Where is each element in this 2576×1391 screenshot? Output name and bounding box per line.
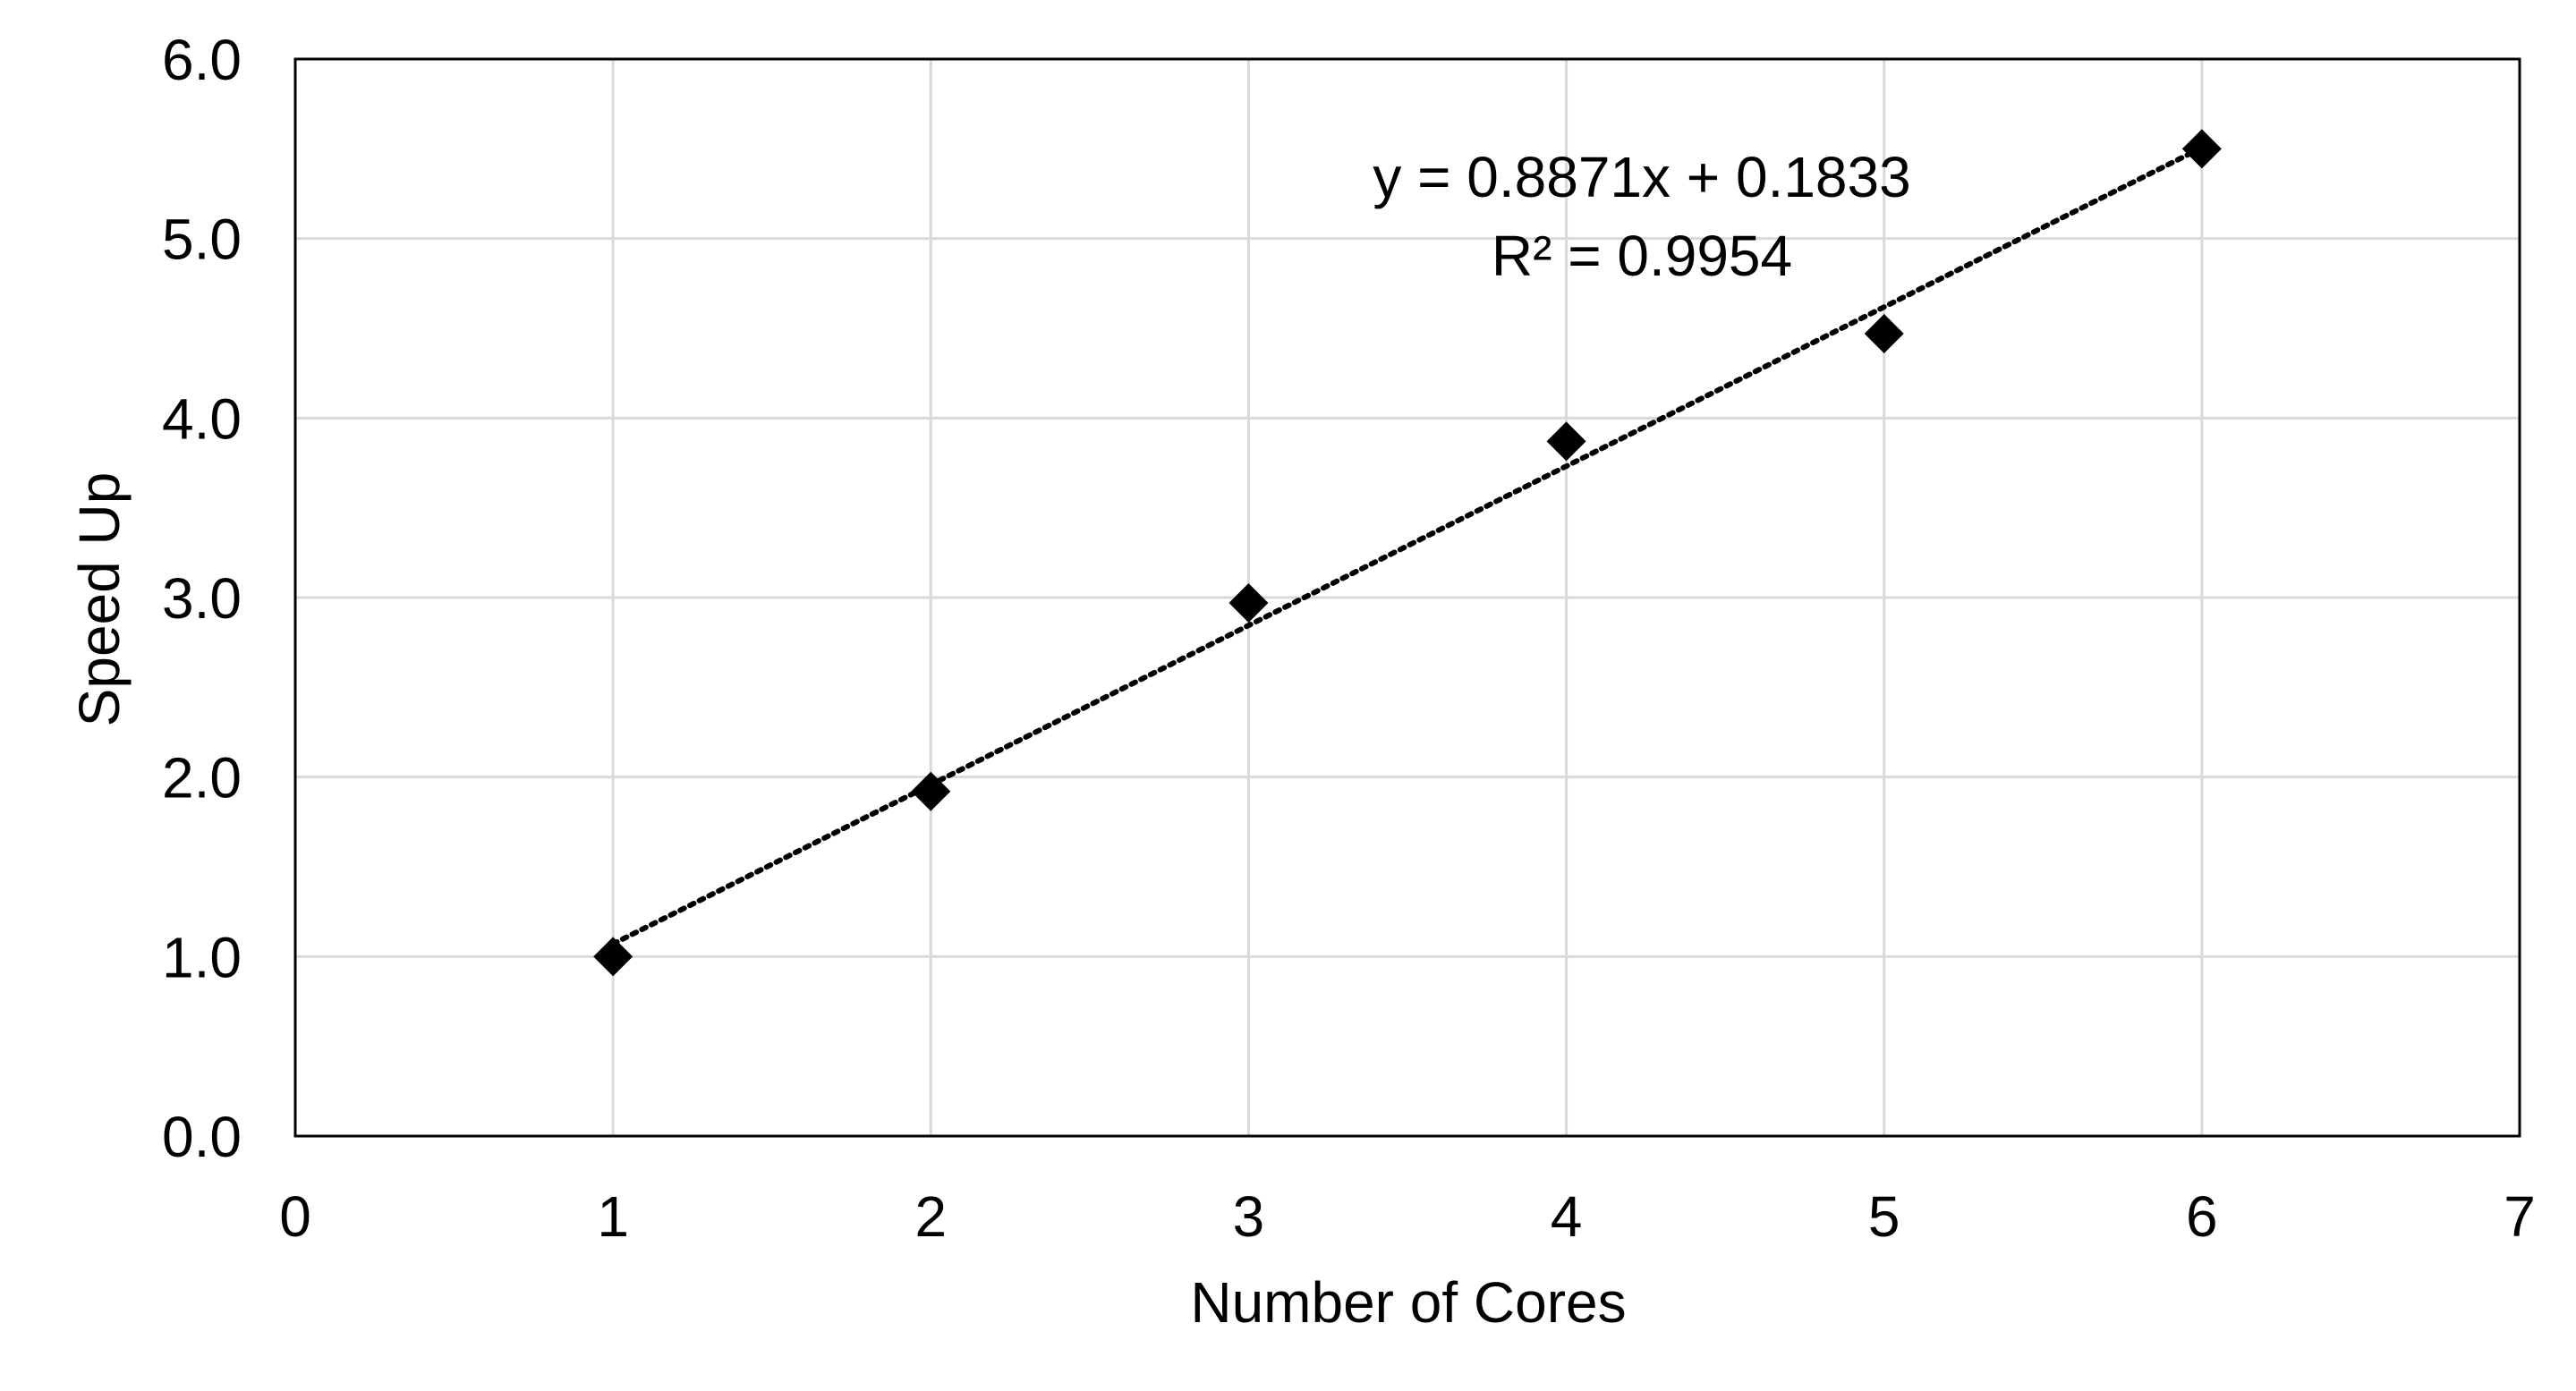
y-tick-label: 4.0: [162, 386, 242, 451]
y-tick-label: 3.0: [162, 566, 242, 631]
y-tick-label: 0.0: [162, 1105, 242, 1169]
x-tick-label: 6: [2186, 1184, 2218, 1249]
data-point-diamond: [1228, 583, 1269, 623]
plot-area-border: [293, 57, 2521, 1138]
x-tick-label: 4: [1551, 1184, 1583, 1249]
x-tick-label: 2: [914, 1184, 947, 1249]
trendline-group: [610, 145, 2205, 947]
x-tick-label: 3: [1233, 1184, 1265, 1249]
y-tick-labels: 0.0 1.0 2.0 3.0 4.0 5.0 6.0: [162, 28, 242, 1169]
data-point-diamond: [1546, 421, 1586, 462]
trendline-r-squared: R² = 0.9954: [1492, 224, 1792, 288]
gridlines: [295, 59, 2520, 1136]
x-tick-label: 1: [597, 1184, 629, 1249]
y-tick-label: 6.0: [162, 28, 242, 92]
y-tick-label: 1.0: [162, 925, 242, 989]
y-axis-title: Speed Up: [67, 472, 132, 727]
x-tick-label: 5: [1868, 1184, 1900, 1249]
data-point-diamond: [911, 771, 951, 811]
x-tick-label: 7: [2504, 1184, 2536, 1249]
x-axis-title: Number of Cores: [1190, 1270, 1626, 1335]
data-points: [593, 129, 2222, 977]
x-tick-label: 0: [279, 1184, 311, 1249]
y-tick-label: 2.0: [162, 746, 242, 810]
data-point-diamond: [1864, 314, 1904, 354]
trendline: [610, 145, 2205, 947]
data-point-diamond: [593, 937, 633, 977]
trendline-equation: y = 0.8871x + 0.1833: [1373, 145, 1910, 209]
x-tick-labels: 0 1 2 3 4 5 6 7: [279, 1184, 2536, 1249]
data-point-diamond: [2181, 129, 2222, 169]
y-tick-label: 5.0: [162, 208, 242, 272]
